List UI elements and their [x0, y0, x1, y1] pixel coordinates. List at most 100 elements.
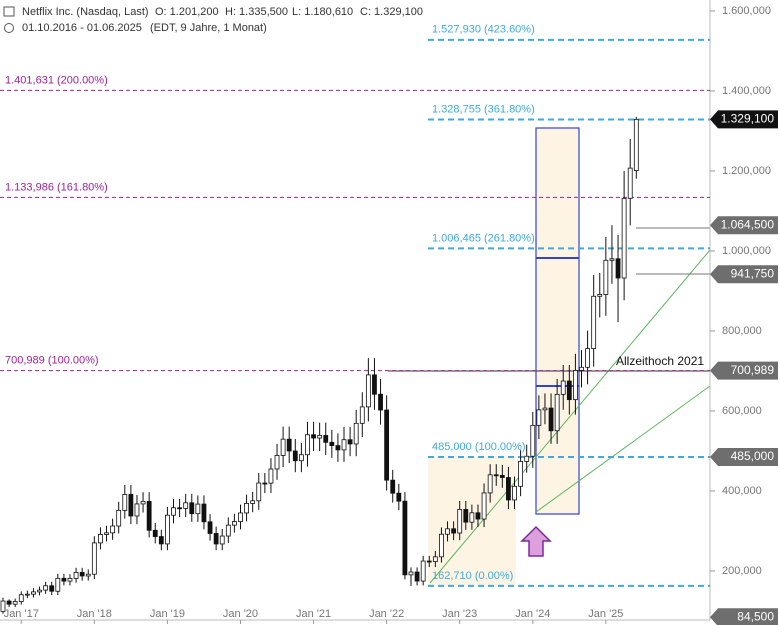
candle-body	[152, 529, 158, 537]
candle-body	[195, 503, 201, 515]
candle-body	[554, 393, 560, 432]
candle-body	[621, 197, 627, 279]
candle-body	[280, 438, 286, 456]
candle-body	[426, 560, 432, 563]
candle-body	[420, 560, 426, 582]
price-tag	[710, 448, 778, 466]
candle-body	[329, 441, 335, 447]
candle-body	[98, 534, 103, 544]
candle-body	[31, 591, 36, 595]
x-tick-label: Jan '20	[223, 608, 258, 620]
y-tick-label: 1.000,000	[722, 245, 771, 257]
candle-body	[323, 435, 329, 443]
price-tag	[710, 216, 778, 235]
fib-label: 1.401,631 (200.00%)	[5, 74, 108, 86]
price-tag	[710, 361, 778, 380]
x-tick-label: Jan '23	[442, 608, 477, 620]
fib-label: 700,989 (100.00%)	[5, 355, 99, 367]
candle-body	[463, 509, 469, 523]
candle-body	[0, 600, 6, 612]
extension-label: 1.328,755 (361.80%)	[432, 103, 535, 115]
candle-body	[91, 542, 97, 575]
price-tag-label: 1.329,100	[721, 112, 775, 126]
candle-body	[268, 468, 274, 484]
price-tag-label: 84,500	[737, 609, 774, 623]
candle-body	[146, 500, 152, 531]
candle-body	[250, 500, 256, 504]
candle-body	[317, 435, 323, 439]
candle-body	[158, 536, 164, 545]
candle-body	[140, 500, 146, 505]
candle-body	[396, 492, 402, 502]
candle-body	[542, 407, 548, 411]
candle-body	[24, 593, 30, 596]
trend-line	[535, 385, 711, 513]
icon	[3, 6, 15, 17]
price-tag	[710, 110, 778, 129]
candle-body	[372, 374, 377, 395]
candle-body	[18, 594, 24, 602]
candle-body	[165, 514, 170, 545]
candle-body	[524, 455, 530, 462]
candle-body	[347, 439, 353, 445]
decor	[0, 0, 711, 621]
candle-body	[365, 374, 371, 408]
candle-body	[49, 585, 55, 592]
extension-label: 1.527,930 (423.60%)	[432, 24, 535, 36]
extension-label: 485,000 (100.00%)	[432, 441, 526, 453]
candle-body	[439, 533, 444, 558]
candle-body	[591, 295, 597, 349]
candle-body	[238, 512, 243, 522]
arrow	[520, 525, 552, 557]
candle-body	[414, 571, 420, 582]
candle-body	[61, 577, 67, 582]
candle-body	[384, 409, 390, 481]
projection-box	[535, 127, 580, 515]
candle-body	[177, 507, 182, 510]
candle-body	[378, 393, 383, 411]
candle-body	[597, 294, 603, 297]
candle-body	[585, 348, 590, 368]
y-tick-label: 200,000	[722, 565, 762, 577]
y-tick-label: 1.400,000	[722, 85, 771, 97]
candle-body	[560, 380, 566, 395]
candle-body	[573, 370, 578, 401]
candle-body	[518, 460, 524, 487]
candle-body	[286, 438, 292, 452]
ohlc: O: 1.201,200	[155, 6, 219, 18]
candle-body	[305, 434, 310, 456]
annotation: Allzeithoch 2021	[616, 354, 704, 368]
x-tick-label: Jan '18	[77, 608, 112, 620]
candle-body	[353, 422, 359, 445]
x-tick-label: Jan '25	[588, 608, 623, 620]
x-tick-label: Jan '17	[4, 608, 39, 620]
candle-body	[341, 439, 347, 451]
x-tick-label: Jan '19	[150, 608, 185, 620]
x-tick-label: Jan '21	[296, 608, 331, 620]
candle-body	[73, 572, 79, 579]
y-tick-label: 600,000	[722, 405, 762, 417]
candle-body	[487, 474, 493, 494]
candle-body	[171, 507, 176, 516]
candle-body	[201, 503, 207, 523]
y-tick-label: 1.200,000	[722, 165, 771, 177]
candle-body	[37, 589, 42, 593]
candle-body	[475, 512, 481, 520]
candle-body	[512, 485, 517, 501]
candle-body	[183, 502, 189, 509]
candle-body	[128, 494, 134, 517]
candle-body	[207, 521, 213, 534]
x-tick-label: Jan '24	[515, 608, 550, 620]
candle-body	[79, 572, 85, 577]
price-tag-label: 485,000	[731, 449, 775, 463]
price-tag	[710, 608, 778, 625]
candle-body	[390, 479, 396, 494]
candle-body	[609, 258, 615, 261]
candle-body	[219, 535, 225, 545]
candle-body	[445, 528, 450, 535]
y-tick-label: 800,000	[722, 325, 762, 337]
candle-body	[536, 409, 542, 426]
candle-body	[116, 509, 122, 527]
candle-body	[481, 492, 487, 520]
